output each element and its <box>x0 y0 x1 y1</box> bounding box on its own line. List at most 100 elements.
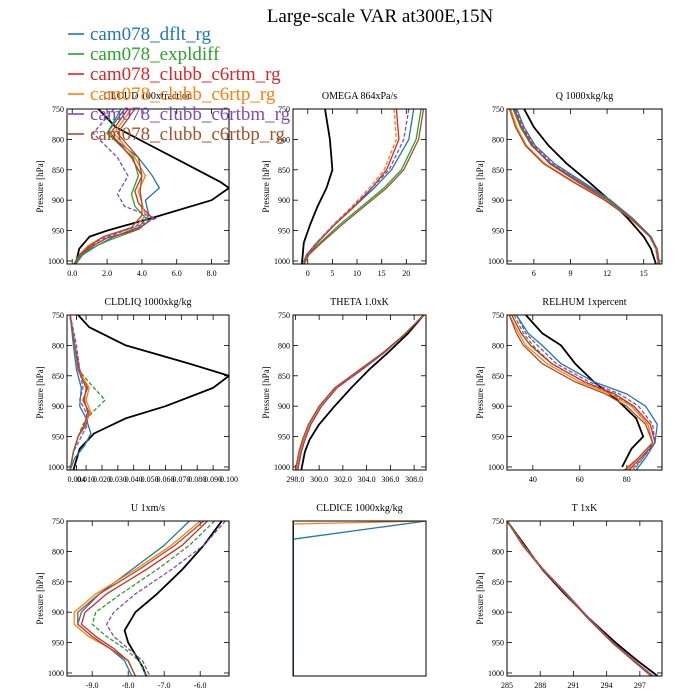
series-line-cam078_clubb_c6rtbm_rg <box>515 315 656 470</box>
y-tick-label: 900 <box>492 608 504 617</box>
y-tick-label: 900 <box>52 402 64 411</box>
x-tick-label: 0.070 <box>172 475 190 484</box>
x-tick-label: 80 <box>623 475 631 484</box>
y-tick-label: 750 <box>52 311 64 320</box>
y-axis-label: Pressure [hPa] <box>261 160 271 212</box>
x-tick-label: 60 <box>576 475 584 484</box>
series-line-cam078_clubb_c6rtbp_rg <box>303 109 425 264</box>
series-line-ref <box>523 109 657 264</box>
x-tick-label: 0.020 <box>93 475 111 484</box>
plot-frame <box>506 108 663 265</box>
series-line-cam078_clubb_c6rtm_rg <box>302 109 400 264</box>
y-tick-label: 950 <box>52 227 64 236</box>
y-tick-label: 800 <box>492 135 504 144</box>
series-line-cam078_clubb_c6rtp_rg <box>507 521 653 676</box>
x-tick-label: 6.0 <box>172 269 182 278</box>
legend-entry: cam078_clubb_c6rtp_rg <box>68 84 276 105</box>
panel-title: RELHUM 1xpercent <box>542 297 626 308</box>
series-line-cam078_expldiff <box>303 109 422 264</box>
y-tick-label: 800 <box>492 341 504 350</box>
series-line-cam078_dflt_rg <box>515 315 658 470</box>
y-tick-label: 800 <box>492 547 504 556</box>
x-tick-label: 0.060 <box>156 475 174 484</box>
plot-frame <box>66 108 230 265</box>
panel-cldice: CLDICE 1000xkg/kg <box>292 503 427 677</box>
x-tick-label: 294 <box>601 681 613 690</box>
y-tick-label: 1000 <box>48 257 64 266</box>
y-tick-label: 900 <box>52 608 64 617</box>
legend-label: cam078_dflt_rg <box>90 24 212 45</box>
x-tick-label: 297 <box>634 681 646 690</box>
series-line-ref <box>507 521 659 676</box>
y-tick-label: 900 <box>492 196 504 205</box>
panel-title: OMEGA 864xPa/s <box>322 91 397 102</box>
y-tick-label: 950 <box>52 433 64 442</box>
y-axis-label: Pressure [hPa] <box>35 160 45 212</box>
series-line-cam078_clubb_c6rtm_rg <box>297 315 425 470</box>
panel-title: CLOUD 100xfraction <box>104 91 192 102</box>
y-tick-label: 800 <box>52 341 64 350</box>
series-line-cam078_clubb_c6rtp_rg <box>302 109 398 264</box>
x-tick-label: 2.0 <box>102 269 112 278</box>
y-tick-label: 800 <box>278 341 290 350</box>
plot-frame <box>292 314 427 471</box>
x-tick-label: 12 <box>603 269 611 278</box>
y-tick-label: 1000 <box>48 669 64 678</box>
series-line-cam078_clubb_c6rtbm_rg <box>69 315 89 470</box>
series-line-ref <box>74 109 229 264</box>
plot-frame <box>292 108 427 265</box>
x-tick-label: -9.0 <box>86 681 99 690</box>
x-tick-label: 9 <box>568 269 572 278</box>
series-line-ref <box>301 109 334 264</box>
y-tick-label: 1000 <box>488 669 504 678</box>
legend-label: cam078_expldiff <box>90 44 220 65</box>
y-tick-label: 850 <box>278 166 290 175</box>
x-tick-label: 302.0 <box>334 475 352 484</box>
x-tick-label: 304.0 <box>358 475 376 484</box>
series-line-cam078_expldiff <box>513 315 654 470</box>
x-tick-label: 0.0 <box>67 269 77 278</box>
x-tick-label: 10 <box>353 269 361 278</box>
y-tick-label: 850 <box>278 372 290 381</box>
y-tick-label: 950 <box>492 433 504 442</box>
y-tick-label: 750 <box>278 311 290 320</box>
y-tick-label: 750 <box>52 105 64 114</box>
plot-frame <box>66 520 230 677</box>
panel-title: THETA 1.0xK <box>330 297 389 308</box>
x-tick-label: 285 <box>501 681 513 690</box>
y-tick-label: 850 <box>52 372 64 381</box>
series-line-cam078_dflt_rg <box>297 315 425 470</box>
panel-cloud: CLOUD 100xfraction Pressure [hPa] 750 800 85… <box>35 91 230 278</box>
y-tick-label: 900 <box>492 402 504 411</box>
series-line-cam078_clubb_c6rtbm_rg <box>105 521 226 676</box>
panel-theta: THETA 1.0xK Pressure [hPa] 750 800 850 900 950… <box>261 297 427 484</box>
legend-entry: cam078_clubb_c6rtm_rg <box>68 64 281 85</box>
x-tick-label: -6.0 <box>194 681 207 690</box>
series-line-ref <box>300 315 425 470</box>
y-axis-label: Pressure [hPa] <box>475 572 485 624</box>
panel-title: Q 1000xkg/kg <box>556 91 614 102</box>
x-tick-label: 0.050 <box>141 475 159 484</box>
x-tick-label: 308.0 <box>405 475 423 484</box>
y-tick-label: 950 <box>492 227 504 236</box>
y-tick-label: 900 <box>278 196 290 205</box>
series-line-ref <box>72 315 229 470</box>
legend-label: cam078_clubb_c6rtbm_rg <box>90 104 291 125</box>
y-tick-label: 950 <box>278 433 290 442</box>
panel-u: U 1xm/s Pressure [hPa] 750 800 850 900 950 1000… <box>35 503 230 690</box>
x-tick-label: 0.030 <box>109 475 127 484</box>
y-axis-label: Pressure [hPa] <box>475 160 485 212</box>
y-tick-label: 800 <box>52 547 64 556</box>
y-axis-label: Pressure [hPa] <box>261 366 271 418</box>
series-line-cam078_clubb_c6rtp_rg <box>295 315 425 470</box>
y-tick-label: 750 <box>278 105 290 114</box>
y-tick-label: 1000 <box>274 257 290 266</box>
x-tick-label: 0.100 <box>220 475 238 484</box>
panels: CLOUD 100xfraction Pressure [hPa] 750 800 85… <box>35 91 663 690</box>
legend-label: cam078_clubb_c6rtm_rg <box>90 64 281 85</box>
series-line-cam078_clubb_c6rtm_rg <box>80 521 208 676</box>
y-tick-label: 750 <box>492 311 504 320</box>
y-tick-label: 850 <box>52 578 64 587</box>
x-tick-label: 298.0 <box>286 475 304 484</box>
